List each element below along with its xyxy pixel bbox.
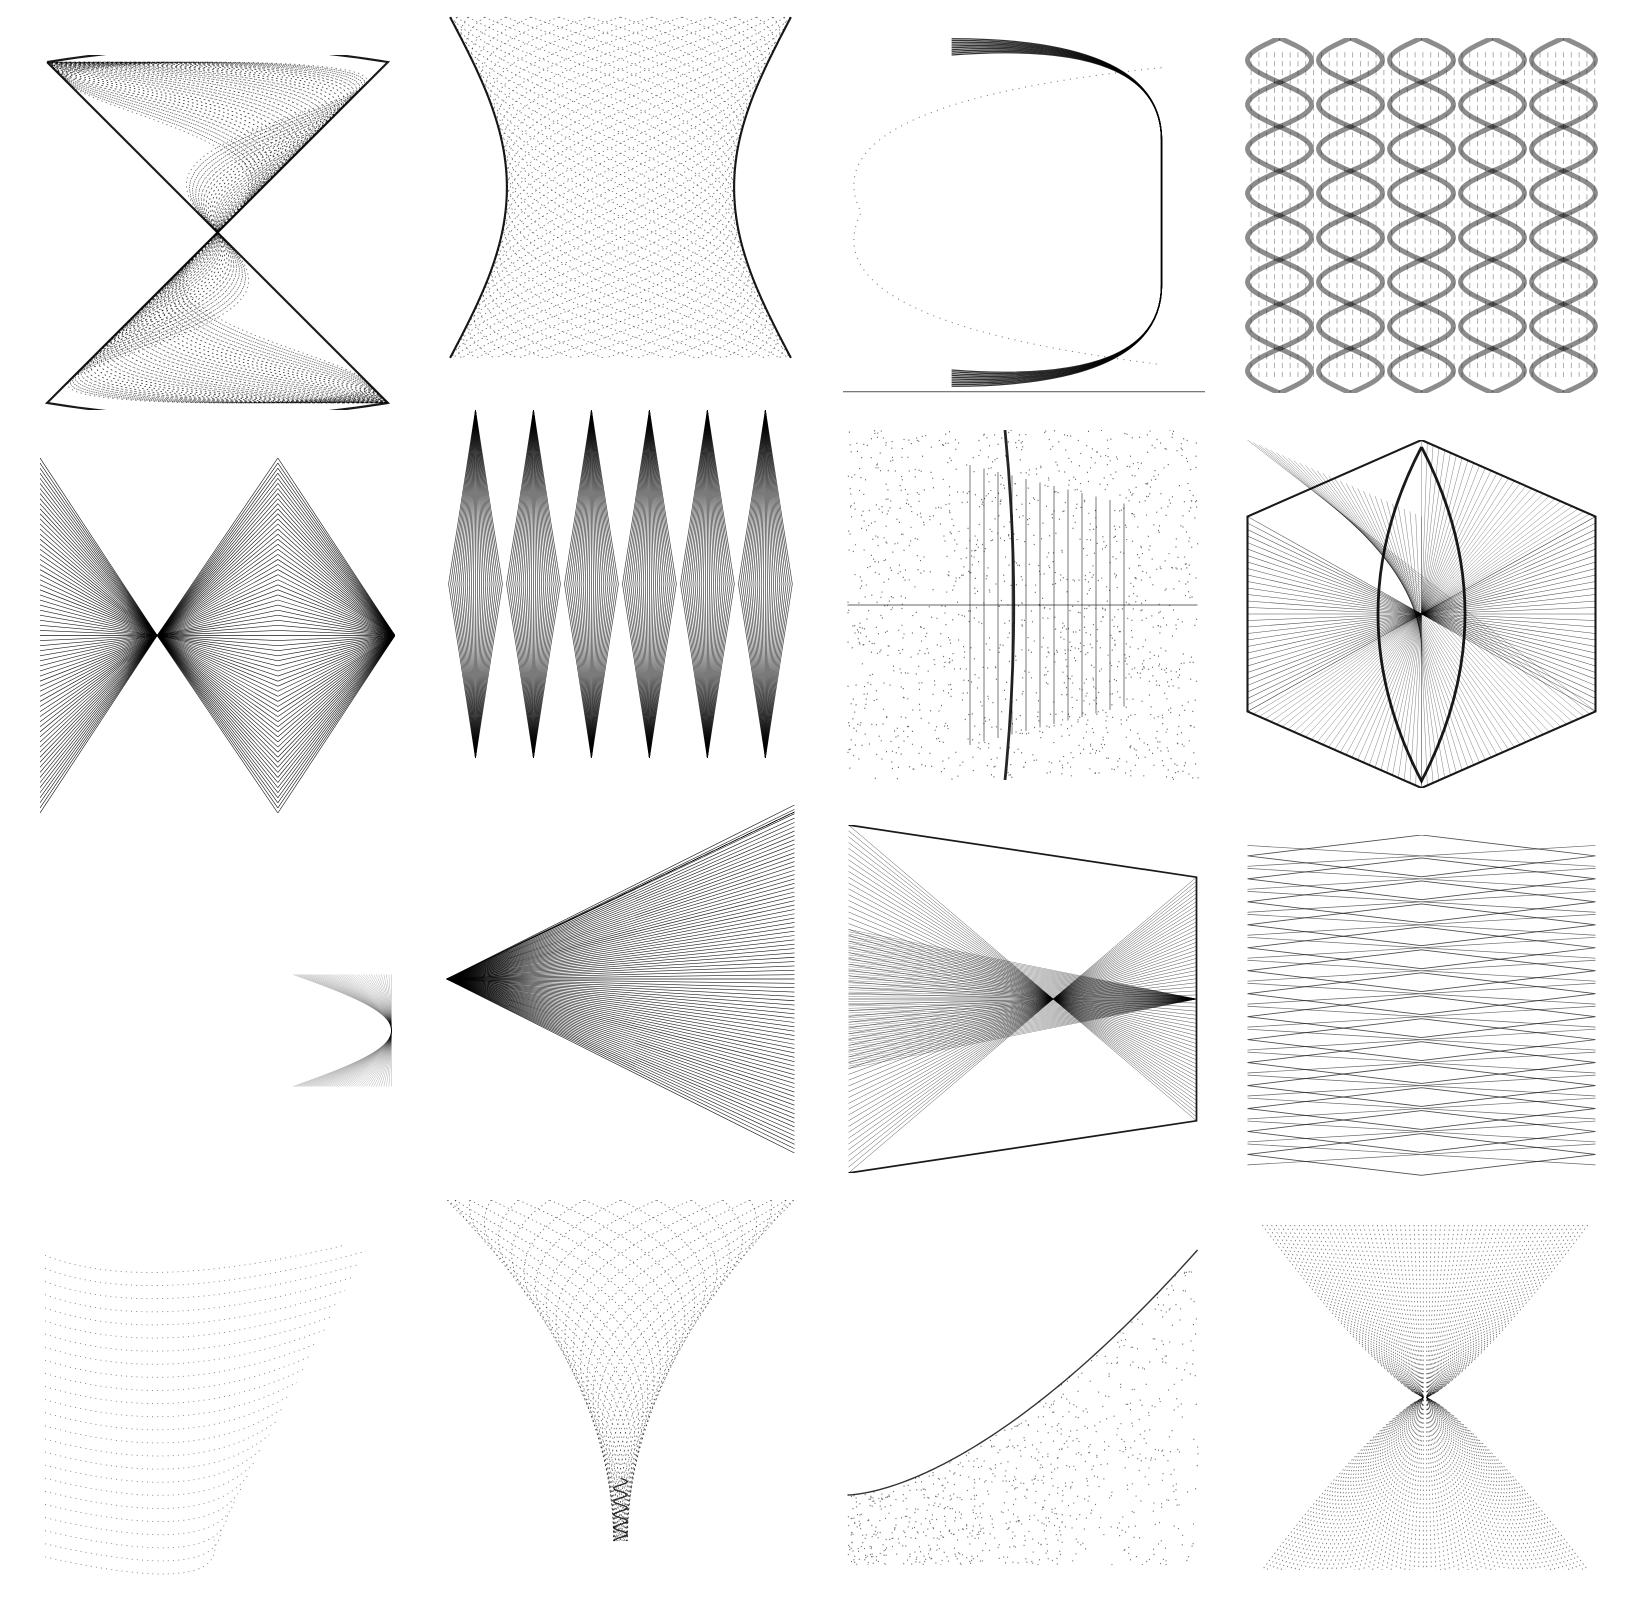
tile-six-diamonds-plot: [443, 410, 798, 758]
tile-noisy-cloud-plot: [845, 430, 1200, 780]
tile-s-curve-plot: [285, 858, 397, 1203]
tile-funnel-mesh-plot: [443, 1200, 798, 1548]
tile-braided-columns-plot: [1244, 38, 1599, 393]
tile-waisted-cylinder-lissajous: [443, 10, 798, 365]
tile-trapezoid-fan-plot: [845, 825, 1200, 1173]
tile-bowtie-diamonds-plot: [40, 458, 395, 813]
tile-layered-diamonds-plot: [1244, 835, 1599, 1183]
tile-butterfly-fan-plot: [1250, 1225, 1600, 1570]
tile-triangle-fan-plot: [443, 805, 798, 1153]
tile-sparse-arcs-plot: [40, 1245, 395, 1590]
tile-hexagon-lattice-plot: [1244, 440, 1599, 788]
tile-hourglass-lissajous: [40, 55, 395, 410]
tile-bracket-curve-plot: [843, 30, 1205, 395]
tile-rising-curve-scatter: [845, 1215, 1200, 1565]
